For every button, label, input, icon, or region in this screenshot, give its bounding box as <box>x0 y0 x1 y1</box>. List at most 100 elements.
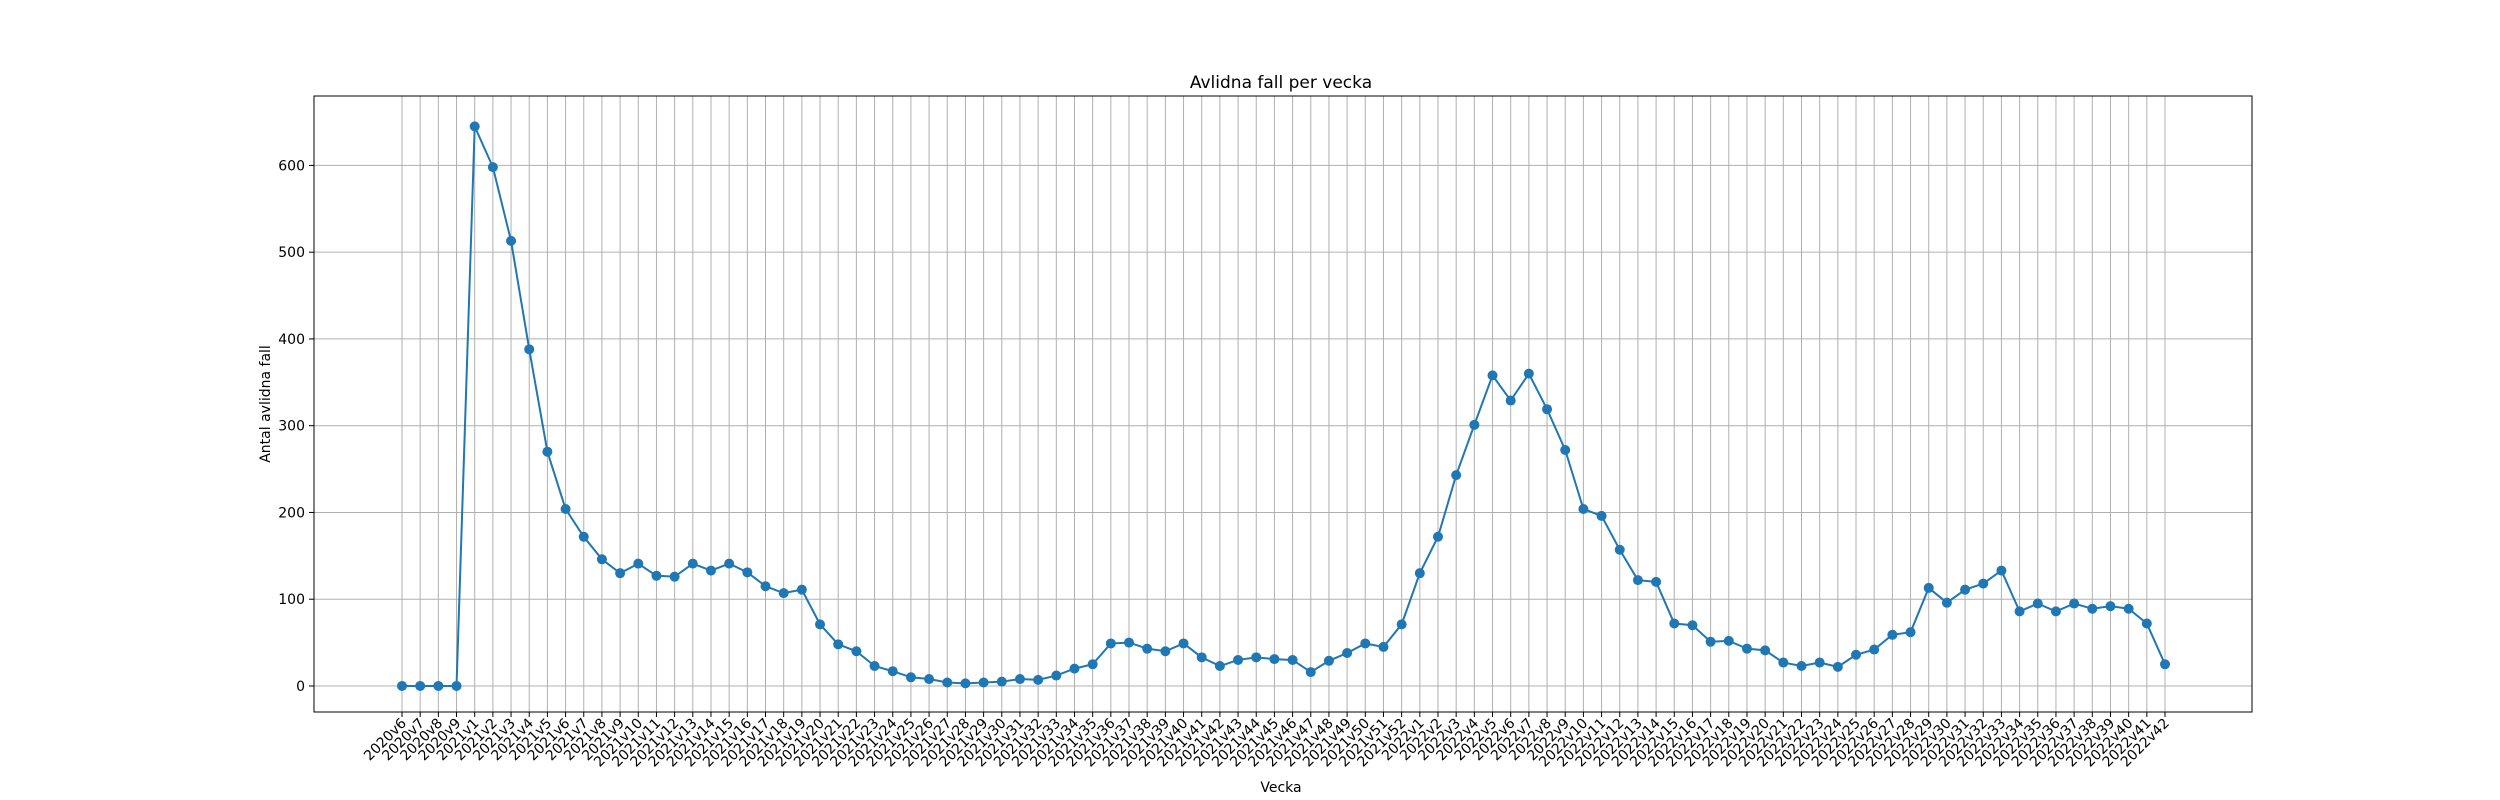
data-point <box>1287 654 1298 665</box>
data-point <box>851 646 862 657</box>
data-point <box>1941 597 1952 608</box>
data-point <box>760 581 771 592</box>
data-point <box>1760 645 1771 656</box>
data-point <box>742 567 753 578</box>
data-point <box>633 558 644 569</box>
data-point <box>596 554 607 565</box>
data-point <box>1142 643 1153 654</box>
y-axis-label: Antal avlidna fall <box>258 345 274 463</box>
data-point <box>869 661 880 672</box>
data-point <box>1178 638 1189 649</box>
data-point <box>615 568 626 579</box>
data-point <box>1469 419 1480 430</box>
data-point <box>1978 578 1989 589</box>
data-point <box>1360 638 1371 649</box>
data-point <box>1632 575 1643 586</box>
data-point <box>1342 648 1353 659</box>
data-point <box>724 558 735 569</box>
data-point <box>833 639 844 650</box>
data-point <box>1378 641 1389 652</box>
data-point <box>415 680 426 691</box>
data-point <box>1014 674 1025 685</box>
data-point <box>1996 565 2007 576</box>
data-point <box>560 503 571 514</box>
data-point <box>1614 544 1625 555</box>
data-point <box>1033 674 1044 685</box>
data-point <box>960 678 971 689</box>
data-point <box>1233 654 1244 665</box>
data-point <box>705 565 716 576</box>
y-tick-label: 600 <box>278 158 305 174</box>
data-point <box>1087 659 1098 670</box>
data-point <box>1069 663 1080 674</box>
data-point <box>978 677 989 688</box>
data-point <box>2050 606 2061 617</box>
axes: 2020v62020v72020v82020v92021v12021v22021… <box>278 95 2253 770</box>
data-point <box>2105 601 2116 612</box>
data-point <box>1269 654 1280 665</box>
data-point <box>1723 635 1734 646</box>
chart-title: Avlidna fall per vecka <box>1190 73 1372 93</box>
x-axis-label: Vecka <box>1260 780 1301 796</box>
data-point <box>1960 584 1971 595</box>
y-tick-label: 200 <box>278 505 305 521</box>
data-point <box>1651 576 1662 587</box>
data-point <box>1305 667 1316 678</box>
data-point <box>1778 657 1789 668</box>
data-point <box>2032 598 2043 609</box>
data-point <box>1578 503 1589 514</box>
data-point <box>1851 649 1862 660</box>
data-point <box>996 676 1007 687</box>
data-point <box>397 680 407 691</box>
data-point <box>1560 444 1571 455</box>
data-point <box>1323 655 1334 666</box>
data-point <box>942 677 953 688</box>
data-point <box>1869 644 1880 655</box>
plot-frame <box>313 95 2253 713</box>
data-point <box>1505 395 1516 406</box>
data-point <box>887 666 898 677</box>
data-point <box>2123 603 2134 614</box>
data-point <box>1251 652 1262 663</box>
data-point <box>1432 531 1443 542</box>
data-point <box>687 558 698 569</box>
data-point <box>2160 659 2170 670</box>
data-point <box>1887 629 1898 640</box>
data-point <box>1160 646 1171 657</box>
data-point <box>1741 643 1752 654</box>
data-point <box>1196 652 1207 663</box>
data-point <box>1814 657 1825 668</box>
data-point <box>1687 620 1698 631</box>
data-point <box>1832 661 1843 672</box>
series-line-group <box>397 121 2170 691</box>
y-tick-label: 500 <box>278 245 305 261</box>
data-point <box>796 584 807 595</box>
data-point <box>1051 670 1062 681</box>
grid-lines <box>314 96 2252 712</box>
data-point <box>1396 619 1407 630</box>
data-point <box>433 680 444 691</box>
data-point <box>506 235 517 246</box>
data-point <box>1105 638 1116 649</box>
data-point <box>2141 618 2152 629</box>
data-point <box>542 446 553 457</box>
data-point <box>669 571 680 582</box>
data-point <box>1124 637 1135 648</box>
data-point <box>1905 627 1916 638</box>
data-point <box>1451 470 1462 481</box>
data-point <box>2014 606 2025 617</box>
data-point <box>524 344 535 355</box>
y-tick-label: 300 <box>278 419 305 435</box>
data-point <box>487 162 498 173</box>
data-point <box>924 674 935 685</box>
data-point <box>1923 582 1934 593</box>
data-point <box>1523 368 1534 379</box>
data-point <box>578 531 589 542</box>
y-tick-label: 0 <box>296 679 305 695</box>
y-tick-label: 100 <box>278 592 305 608</box>
data-point <box>1796 661 1807 672</box>
data-point <box>1214 661 1225 672</box>
data-point <box>778 588 789 599</box>
